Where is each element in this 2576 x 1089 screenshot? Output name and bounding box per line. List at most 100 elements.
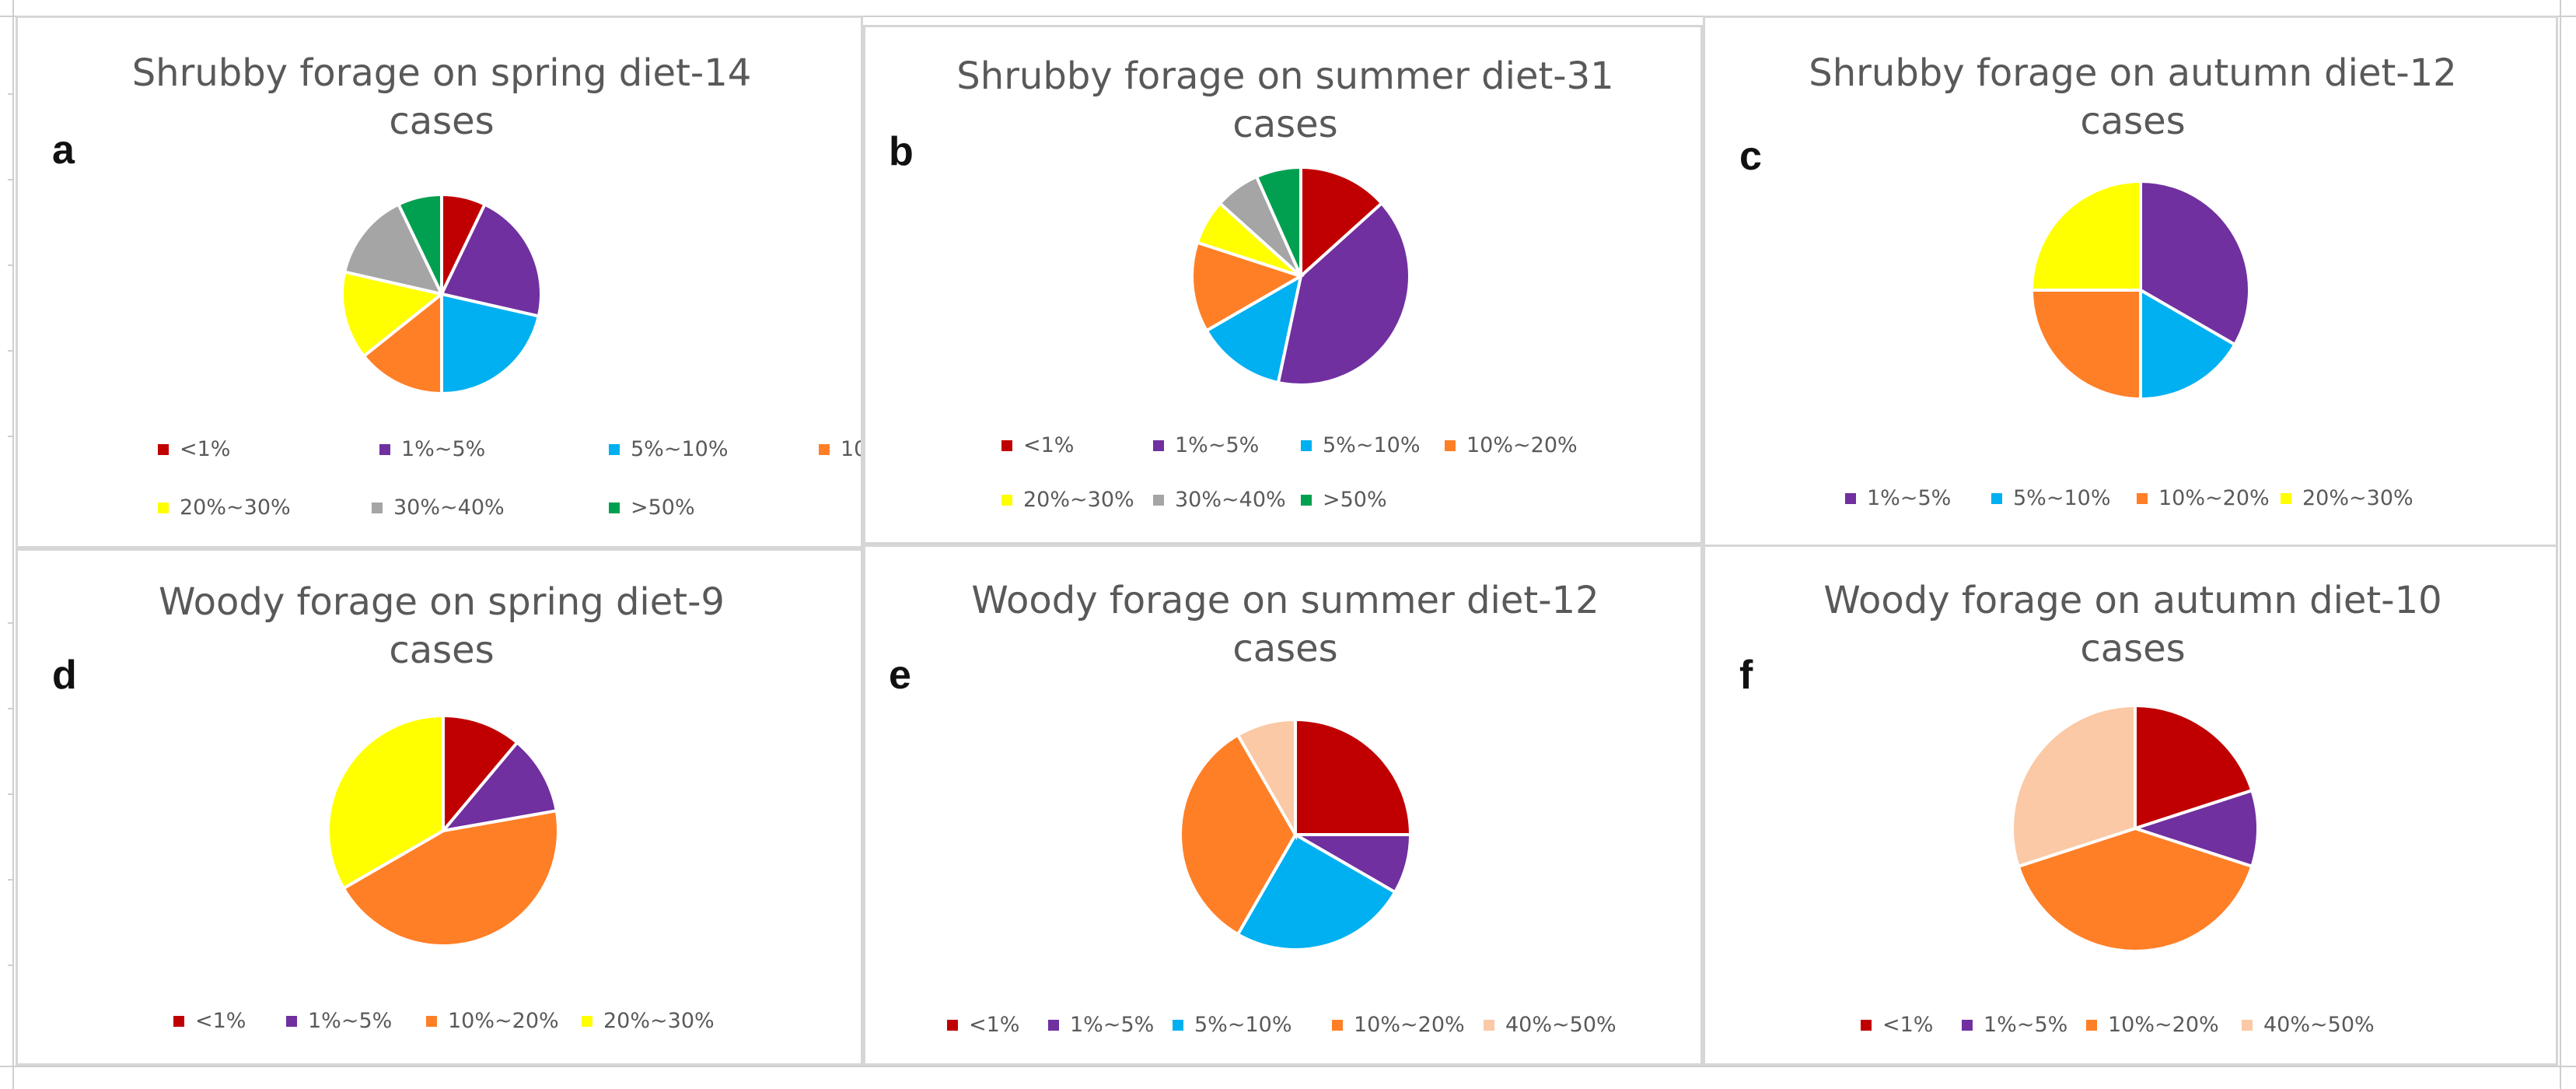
- legend-item-5-to-10: 5%~10%: [609, 437, 728, 461]
- pie-slice-10-to-20: [1179, 733, 1298, 937]
- sheet-tick: [8, 93, 14, 95]
- legend-item-10-to-20: 10%~20%: [1445, 433, 1578, 457]
- legend-swatch: [426, 1015, 437, 1027]
- legend-label: 10%~20%: [2108, 1013, 2219, 1037]
- legend-swatch: [372, 502, 383, 513]
- legend-swatch: [2242, 1019, 2253, 1031]
- chart-title-line1: Shrubby forage on spring diet-14: [131, 51, 752, 95]
- chart-title: Shrubby forage on autumn diet-12 cases: [1705, 49, 2556, 145]
- sheet-gridline: [0, 16, 2576, 17]
- chart-title-line2: cases: [389, 629, 495, 672]
- chart-panel-c: c Shrubby forage on autumn diet-12 cases…: [1703, 16, 2558, 548]
- pie-slice-1-to-5: [2139, 179, 2251, 347]
- legend-label: 10%~20%: [841, 437, 861, 461]
- legend-item-20-to-30: 20%~30%: [2281, 486, 2413, 510]
- chart-title-line2: cases: [389, 100, 495, 143]
- legend-item-1-to-5: 1%~5%: [1845, 486, 1951, 510]
- pie-slice-5-to-10: [1236, 832, 1397, 951]
- sheet-gridline: [2560, 0, 2561, 1089]
- legend-swatch: [1048, 1019, 1059, 1031]
- legend-swatch: [1001, 494, 1012, 506]
- legend-label: 30%~40%: [393, 495, 505, 520]
- legend-item-20-to-30: 20%~30%: [582, 1009, 715, 1033]
- pie-slice-gt-50: [396, 192, 443, 295]
- chart-title-line2: cases: [1232, 103, 1338, 146]
- chart-title: Shrubby forage on spring diet-14 cases: [18, 49, 861, 145]
- pie-chart: [2011, 703, 2260, 953]
- legend-label: 20%~30%: [603, 1009, 715, 1033]
- sheet-tick: [8, 264, 14, 266]
- legend-swatch: [1001, 439, 1012, 451]
- legend-swatch: [1962, 1019, 1973, 1031]
- legend-item-5-to-10: 5%~10%: [1991, 486, 2110, 510]
- legend-item-20-to-30: 20%~30%: [158, 495, 291, 520]
- pie-slice-1-to-5: [1276, 201, 1411, 387]
- pie-slice-10-to-20: [1190, 240, 1305, 333]
- legend-item-30-to-40: 30%~40%: [1153, 488, 1286, 512]
- legend-item-lt-1: <1%: [1861, 1013, 1933, 1037]
- pie-slice-20-to-30: [341, 270, 446, 359]
- legend-swatch: [947, 1019, 958, 1031]
- legend-swatch: [1301, 494, 1312, 506]
- chart-title-line1: Woody forage on spring diet-9: [159, 580, 725, 624]
- legend-item-lt-1: <1%: [947, 1013, 1019, 1037]
- legend-swatch: [582, 1015, 592, 1027]
- pie-slice-1-to-5: [2130, 788, 2260, 869]
- legend-label: 1%~5%: [1175, 433, 1260, 457]
- pie-slice-lt-1: [442, 713, 519, 835]
- legend-item-30-to-40: 30%~40%: [372, 495, 505, 520]
- pie-slice-20-to-30: [327, 713, 445, 891]
- legend-swatch: [1153, 439, 1164, 451]
- legend-label: 1%~5%: [1984, 1013, 2068, 1037]
- legend-swatch: [1991, 492, 2002, 504]
- chart-title-line1: Woody forage on autumn diet-10: [1823, 579, 2442, 622]
- legend-item-10-to-20: 10%~20%: [2086, 1013, 2219, 1037]
- legend-item-lt-1: <1%: [173, 1009, 246, 1033]
- legend-label: 40%~50%: [2263, 1013, 2375, 1037]
- legend-label: 40%~50%: [1505, 1013, 1617, 1037]
- legend-label: 5%~10%: [1323, 433, 1421, 457]
- legend-label: 1%~5%: [401, 437, 486, 461]
- panel-letter: a: [52, 128, 75, 173]
- legend-swatch: [2137, 492, 2148, 504]
- legend-swatch: [1153, 494, 1164, 506]
- panel-letter: b: [889, 129, 914, 174]
- legend-label: 30%~40%: [1175, 488, 1286, 512]
- legend-label: 10%~20%: [1466, 433, 1578, 457]
- pie-chart: [327, 713, 560, 947]
- chart-title-line2: cases: [2080, 100, 2186, 143]
- chart-title: Woody forage on autumn diet-10 cases: [1705, 576, 2556, 673]
- legend-item-10-to-20: 10%~20%: [2137, 486, 2270, 510]
- legend-item-10-to-20: 10%~20%: [426, 1009, 559, 1033]
- legend-swatch: [173, 1015, 184, 1027]
- pie-slice-lt-1: [2134, 703, 2254, 831]
- panel-letter: c: [1739, 134, 1762, 179]
- legend-label: 20%~30%: [2302, 486, 2413, 510]
- legend-item-1-to-5: 1%~5%: [1048, 1013, 1154, 1037]
- legend-swatch: [158, 502, 169, 513]
- pie-slice-1-to-5: [439, 740, 559, 833]
- pie-slice-5-to-10: [1204, 273, 1303, 385]
- pie-slice-1-to-5: [439, 202, 543, 318]
- legend-swatch: [286, 1015, 297, 1027]
- legend-swatch: [609, 443, 620, 455]
- pie-slice-10-to-20: [362, 290, 443, 396]
- legend-label: 10%~20%: [1354, 1013, 1465, 1037]
- legend-label: 1%~5%: [308, 1009, 393, 1033]
- sheet-tick: [8, 708, 14, 709]
- legend-label: 1%~5%: [1867, 486, 1952, 510]
- chart-panel-b: b Shrubby forage on summer diet-31 cases…: [863, 25, 1703, 544]
- legend-swatch: [819, 443, 830, 455]
- legend-item-1-to-5: 1%~5%: [286, 1009, 392, 1033]
- pie-slice-lt-1: [1294, 717, 1413, 836]
- legend-label: >50%: [1323, 488, 1387, 512]
- chart-panel-a: a Shrubby forage on spring diet-14 cases…: [16, 16, 863, 548]
- panel-letter: e: [889, 653, 911, 698]
- legend-label: 10%~20%: [2158, 486, 2270, 510]
- panel-letter: d: [52, 653, 77, 698]
- pie-chart: [1190, 165, 1411, 387]
- chart-panel-e: e Woody forage on summer diet-12 cases <…: [863, 544, 1703, 1066]
- legend-swatch: [1301, 439, 1312, 451]
- chart-title-line2: cases: [2080, 627, 2186, 671]
